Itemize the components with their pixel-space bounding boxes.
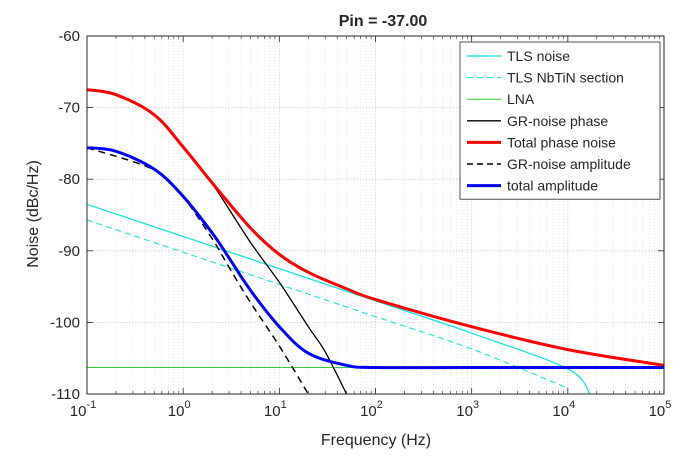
x-axis-label: Frequency (Hz) [321, 432, 431, 449]
plot-lines [87, 88, 664, 394]
x-tick-label: 101 [264, 399, 287, 420]
y-tick-label: -90 [58, 243, 80, 260]
legend: TLS noise TLS NbTiN section LNA GR-noise ph… [459, 41, 661, 200]
tick-marks [86, 35, 665, 395]
legend-label: TLS noise [507, 48, 570, 64]
y-tick-label: -110 [51, 386, 80, 403]
y-tick-label: -100 [50, 314, 80, 331]
y-tick-label: -70 [58, 100, 80, 117]
x-tick-label: 102 [360, 399, 383, 420]
x-tick-label: 104 [552, 399, 575, 420]
legend-label: GR-noise phase [507, 113, 608, 129]
series-line-tls-nbtin-section [87, 219, 569, 389]
series-line-total-amplitude [87, 146, 664, 370]
series-line-gr-noise-phase [182, 146, 348, 394]
x-tick-label: 103 [456, 399, 479, 420]
series-line-total-phase-noise [87, 88, 664, 367]
x-tick-label: 10-1 [70, 399, 96, 420]
legend-label: LNA [507, 91, 535, 107]
legend-label: total amplitude [507, 178, 598, 194]
series-group [87, 88, 664, 394]
y-tick-label: -60 [58, 28, 80, 45]
tick-labels: 10-1 100 101 102 103 104 105 -60 -70 -80 -90 -100 -1… [50, 28, 671, 420]
y-tick-label: -80 [58, 171, 80, 188]
legend-label: GR-noise amplitude [507, 156, 631, 172]
legend-label: Total phase noise [507, 134, 616, 150]
legend-label: TLS NbTiN section [507, 70, 624, 86]
chart-title: Pin = -37.00 [339, 13, 428, 30]
series-line-gr-noise-amplitude [87, 146, 309, 394]
x-tick-label: 105 [649, 399, 672, 420]
x-tick-label: 100 [168, 399, 191, 420]
y-axis-label: Noise (dBc/Hz) [25, 160, 42, 268]
